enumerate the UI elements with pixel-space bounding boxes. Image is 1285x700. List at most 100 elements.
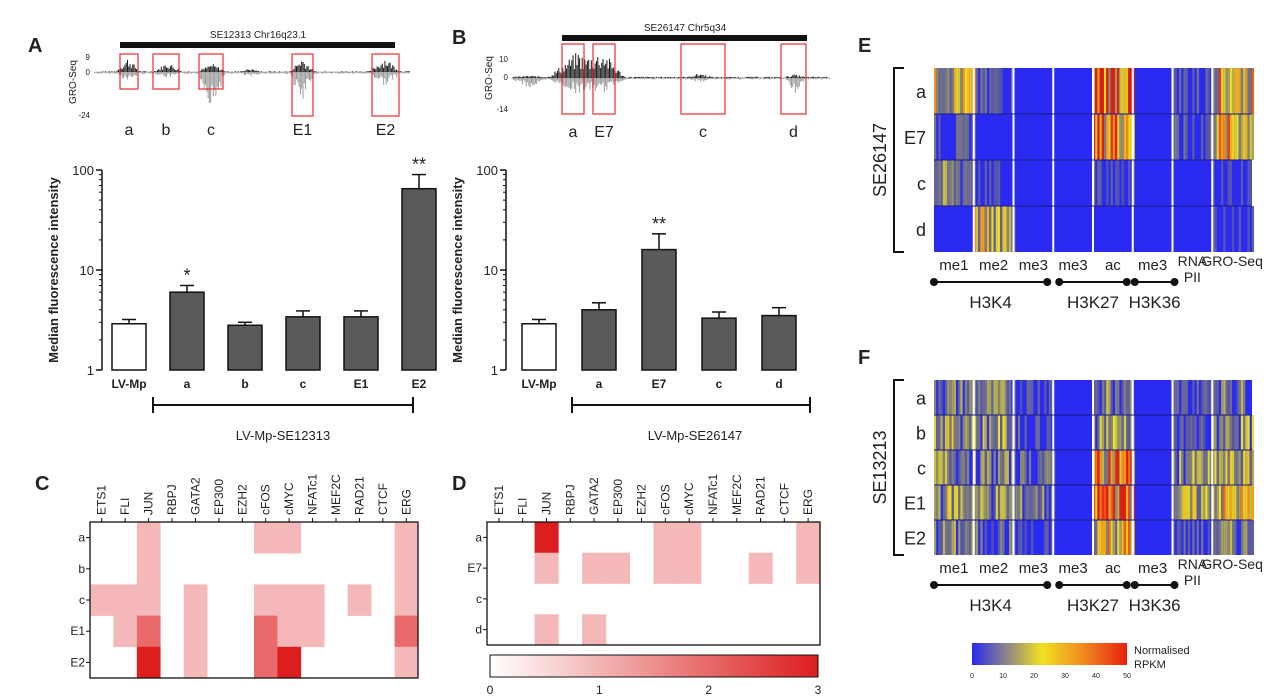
heat-stripe [980,68,983,114]
heat-stripe [1247,160,1250,206]
heat-stripe [1095,520,1098,555]
heat-stripe [951,485,954,520]
heat-stripe [1174,485,1177,520]
heat-stripe [1232,415,1235,450]
region-box [592,43,616,115]
heat-stripe [1035,415,1038,450]
heat-stripe [934,450,937,485]
heat-stripe [1037,450,1040,485]
colorbar-fill [972,643,1127,665]
heat-stripe [964,485,967,520]
heat-stripe [1229,380,1233,415]
heat-stripe [1236,68,1239,114]
heat-stripe [1110,160,1113,206]
heat-stripe [1026,380,1029,415]
heat-stripe [1216,380,1219,415]
colorbar-tick-label: 3 [815,683,822,697]
bar-a-ylabel: Median fluorescence intensity [46,176,61,362]
row-label: c [476,592,482,606]
heat-stripe [969,160,972,206]
heat-stripe [1249,114,1252,160]
heat-stripe [1216,485,1219,520]
track-a-ytick-top: 9 [86,53,91,62]
panel-label-c: C [35,473,49,495]
region-label: E7 [594,124,614,141]
heat-stripe [962,450,965,485]
heat-cell [796,552,821,584]
heat-stripe [1212,520,1215,555]
heat-stripe [1198,450,1202,485]
region-box [561,43,585,115]
heat-stripe [1128,68,1131,114]
y-tick-label: 1 [491,363,498,378]
heat-stripe [1181,380,1184,415]
heat-stripe [1185,415,1188,450]
heat-stripe [1011,206,1014,252]
heat-stripe [1002,206,1005,252]
heat-stripe [960,520,963,555]
heat-stripe [1183,68,1186,114]
bar-E1 [343,316,379,371]
heat-stripe [947,450,950,485]
heat-stripe [951,520,954,555]
heat-stripe [975,485,979,520]
heat-stripe [1008,206,1012,252]
heat-stripe [1013,485,1016,520]
region-label: E1 [293,122,313,139]
heat-stripe [980,485,983,520]
heat-stripe [969,380,972,415]
heat-stripe [1101,380,1104,415]
heat-stripe [995,380,998,415]
heat-stripe [1201,485,1204,520]
row-label: E7 [904,128,926,148]
x-tick-label: LV-Mp [111,377,146,391]
heat-stripe [1028,485,1032,520]
heat-stripe [1196,485,1199,520]
heat-stripe [1024,520,1027,555]
heat-stripe [1181,485,1184,520]
heat-stripe [1097,450,1100,485]
heat-stripe [971,520,974,555]
heat-stripe [1212,415,1215,450]
heat-stripe [1240,68,1244,114]
heat-stripe [1185,114,1188,160]
col-label: RAD21 [352,476,366,515]
heat-stripe [993,485,996,520]
heat-stripe [1218,114,1222,160]
heat-stripe [956,415,959,450]
heat-stripe [1223,415,1226,450]
heat-stripe [993,68,996,114]
track-b-ytick-bottom: -14 [496,105,508,114]
col-label: CTCF [376,483,390,515]
heat-stripe [986,485,990,520]
heat-stripe [1123,450,1126,485]
heat-stripe [958,68,961,114]
heat-stripe [1247,485,1250,520]
heat-stripe [1207,450,1210,485]
heat-stripe [967,415,970,450]
col-label: FLI [516,498,530,515]
heat-stripe [1190,485,1193,520]
heat-stripe [984,520,987,555]
heat-stripe [953,520,956,555]
rpkm-colorbar: 0 10 20 30 40 50 Normalised RPKM [970,643,1190,680]
heat-stripe [951,380,954,415]
heat-stripe [1044,520,1047,555]
heat-stripe [1207,380,1210,415]
heat-stripe [1185,68,1188,114]
column-label: me3 [1059,257,1088,274]
heat-stripe [1037,415,1040,450]
heat-stripe [1126,415,1129,450]
heat-stripe [1212,380,1215,415]
heat-stripe [1048,415,1051,450]
heat-stripe [1000,380,1003,415]
heat-stripe [1006,485,1009,520]
heat-stripe [1128,380,1131,415]
colorbar-tick-label: 50 [1123,673,1131,680]
y-tick-label: 10 [484,263,498,278]
heat-stripe [1106,485,1109,520]
heat-stripe [940,160,943,206]
y-tick-label: 100 [72,163,94,178]
heat-stripe [1119,520,1122,555]
heat-stripe [1011,450,1014,485]
